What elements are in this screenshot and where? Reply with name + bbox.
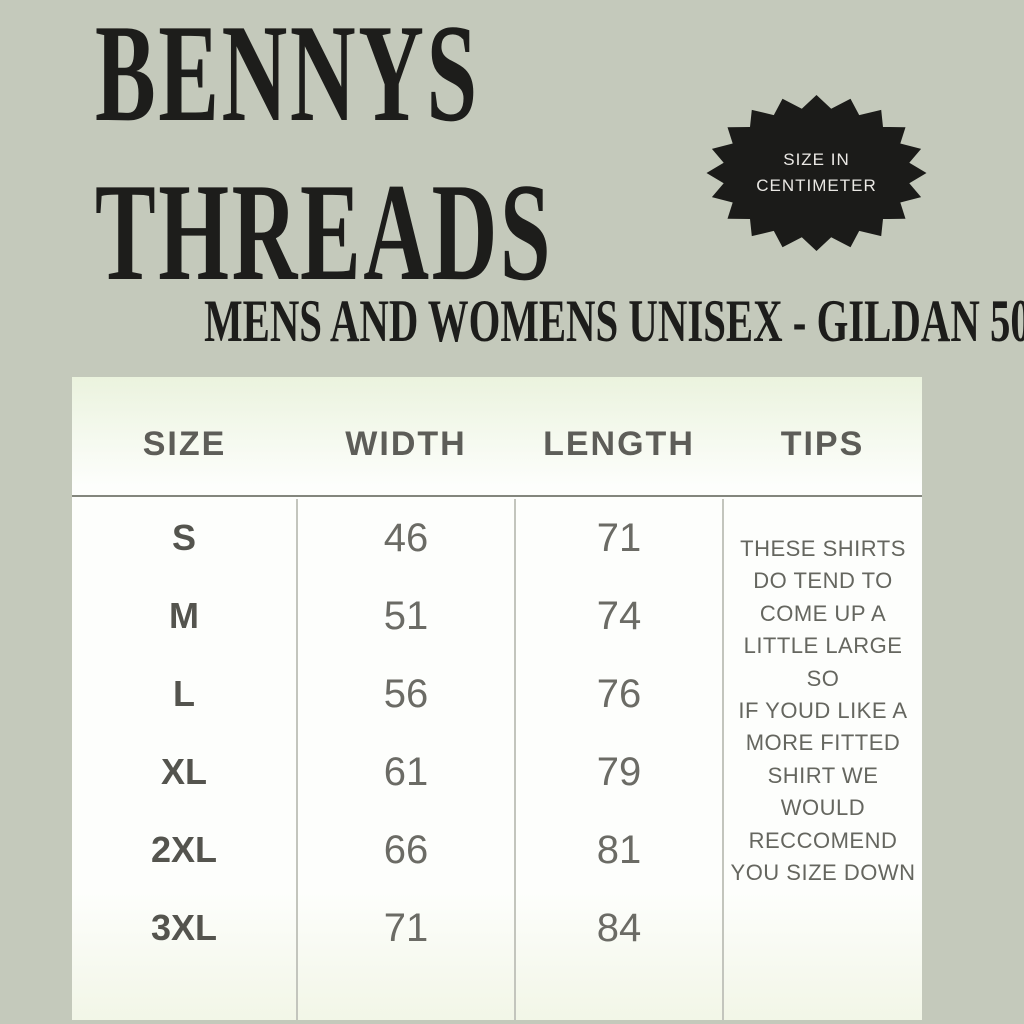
width-value: 56: [383, 671, 429, 716]
starburst-icon: [706, 95, 927, 251]
column-divider: [296, 499, 298, 1020]
size-chart-table: SIZE WIDTH LENGTH TIPS S M L XL 2XL 3XL …: [72, 377, 922, 1020]
brand-title-line1: BENNYS: [95, 0, 480, 151]
table-body: S M L XL 2XL 3XL 46 51 56 61 66 71 71 74…: [72, 499, 922, 1020]
length-value: 81: [596, 827, 642, 872]
size-column: S M L XL 2XL 3XL: [72, 499, 296, 967]
column-divider: [514, 499, 516, 1020]
length-value: 71: [596, 515, 642, 560]
width-column: 46 51 56 61 66 71: [298, 499, 514, 967]
brand-title: BENNYS THREADS: [95, 0, 800, 312]
size-label: 3XL: [150, 907, 218, 948]
subtitle: MENS AND WOMENS UNISEX - GILDAN 5000: [204, 288, 1024, 354]
length-value: 79: [596, 749, 642, 794]
length-value: 76: [596, 671, 642, 716]
column-header-tips: TIPS: [780, 424, 865, 463]
width-value: 71: [383, 905, 429, 950]
size-label: XL: [160, 751, 207, 792]
size-label: 2XL: [150, 829, 218, 870]
length-value: 84: [596, 905, 642, 950]
width-value: 46: [383, 515, 429, 560]
width-value: 61: [383, 749, 429, 794]
width-value: 66: [383, 827, 429, 872]
badge-text: SIZE IN CENTIMETER: [705, 94, 928, 252]
tips-text: THESE SHIRTS DO TEND TO COME UP A LITTLE…: [730, 536, 916, 886]
badge-line2: CENTIMETER: [756, 176, 877, 195]
column-header-size: SIZE: [142, 424, 227, 463]
column-header-width: WIDTH: [345, 424, 467, 463]
table-header-row: SIZE WIDTH LENGTH TIPS: [72, 377, 922, 497]
width-value: 51: [383, 593, 429, 638]
badge-line1: SIZE IN: [783, 150, 850, 169]
size-unit-badge: SIZE IN CENTIMETER: [705, 94, 928, 252]
size-label: M: [169, 595, 199, 636]
size-label: L: [173, 673, 195, 714]
column-divider: [722, 499, 724, 1020]
size-label: S: [171, 517, 196, 558]
column-header-length: LENGTH: [543, 424, 695, 463]
length-value: 74: [596, 593, 642, 638]
starburst-shape: [706, 95, 927, 251]
brand-title-line2: THREADS: [95, 155, 554, 310]
length-column: 71 74 76 79 81 84: [516, 499, 722, 967]
